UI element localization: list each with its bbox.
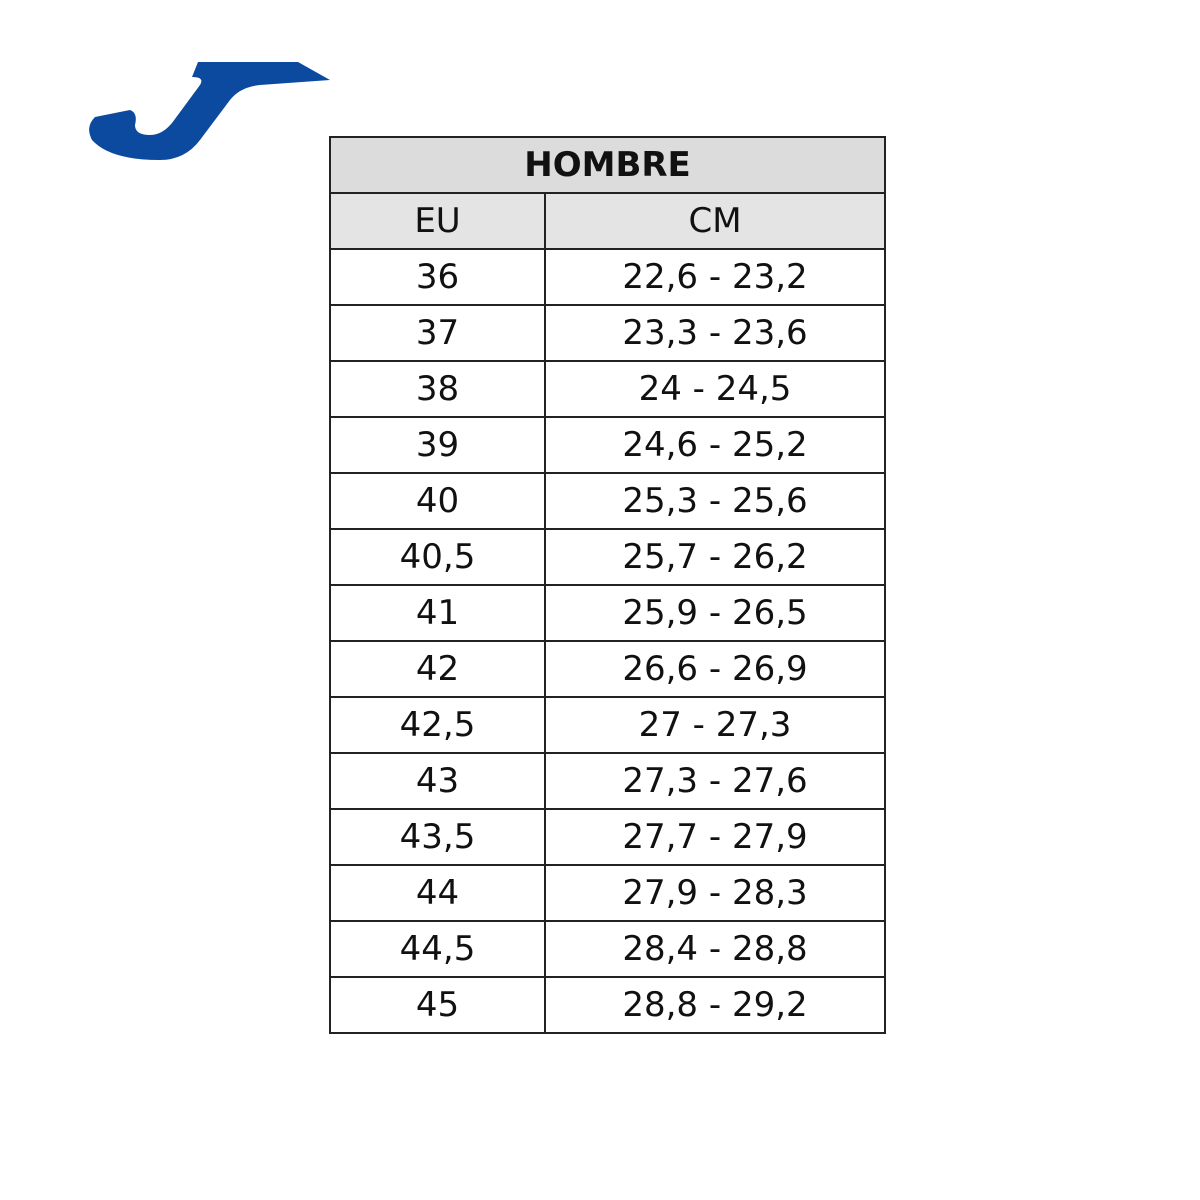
eu-size: 43,5 <box>329 808 546 866</box>
cm-range: 28,4 - 28,8 <box>543 920 887 978</box>
cm-range: 27,9 - 28,3 <box>543 864 887 922</box>
cm-range: 27,7 - 27,9 <box>543 808 887 866</box>
column-header: CM <box>543 192 887 250</box>
table-row: 44 27,9 - 28,3 <box>329 864 887 922</box>
column-header: EU <box>329 192 546 250</box>
eu-size: 40,5 <box>329 528 546 586</box>
size-table: HOMBRE EU CM 36 22,6 - 23,2 37 23,3 - 23,6 3… <box>328 136 887 1034</box>
eu-size: 36 <box>329 248 546 306</box>
table-row: 39 24,6 - 25,2 <box>329 416 887 474</box>
eu-size: 43 <box>329 752 546 810</box>
eu-size: 41 <box>329 584 546 642</box>
cm-range: 23,3 - 23,6 <box>543 304 887 362</box>
eu-size: 40 <box>329 472 546 530</box>
table-row: 42,5 27 - 27,3 <box>329 696 887 754</box>
table-row: 40 25,3 - 25,6 <box>329 472 887 530</box>
table-row: 41 25,9 - 26,5 <box>329 584 887 642</box>
cm-range: 26,6 - 26,9 <box>543 640 887 698</box>
logo-shape <box>89 62 330 160</box>
table-title: HOMBRE <box>328 136 887 194</box>
table-row: 38 24 - 24,5 <box>329 360 887 418</box>
table-row: 40,5 25,7 - 26,2 <box>329 528 887 586</box>
table-row: 43,5 27,7 - 27,9 <box>329 808 887 866</box>
table-body: 36 22,6 - 23,2 37 23,3 - 23,6 38 24 - 24,5 39 2… <box>329 248 887 1034</box>
eu-size: 42,5 <box>329 696 546 754</box>
cm-range: 28,8 - 29,2 <box>543 976 887 1034</box>
cm-range: 24 - 24,5 <box>543 360 887 418</box>
eu-size: 44,5 <box>329 920 546 978</box>
table-row: 43 27,3 - 27,6 <box>329 752 887 810</box>
eu-size: 44 <box>329 864 546 922</box>
cm-range: 27 - 27,3 <box>543 696 887 754</box>
cm-range: 25,3 - 25,6 <box>543 472 887 530</box>
cm-range: 25,9 - 26,5 <box>543 584 887 642</box>
brand-logo <box>89 62 330 160</box>
table-row: 37 23,3 - 23,6 <box>329 304 887 362</box>
eu-size: 37 <box>329 304 546 362</box>
table-row: 36 22,6 - 23,2 <box>329 248 887 306</box>
cm-range: 25,7 - 26,2 <box>543 528 887 586</box>
cm-range: 24,6 - 25,2 <box>543 416 887 474</box>
cm-range: 27,3 - 27,6 <box>543 752 887 810</box>
eu-size: 45 <box>329 976 546 1034</box>
eu-size: 42 <box>329 640 546 698</box>
table-row: 42 26,6 - 26,9 <box>329 640 887 698</box>
table-row: 45 28,8 - 29,2 <box>329 976 887 1034</box>
eu-size: 38 <box>329 360 546 418</box>
table-row: 44,5 28,4 - 28,8 <box>329 920 887 978</box>
eu-size: 39 <box>329 416 546 474</box>
cm-range: 22,6 - 23,2 <box>543 248 887 306</box>
